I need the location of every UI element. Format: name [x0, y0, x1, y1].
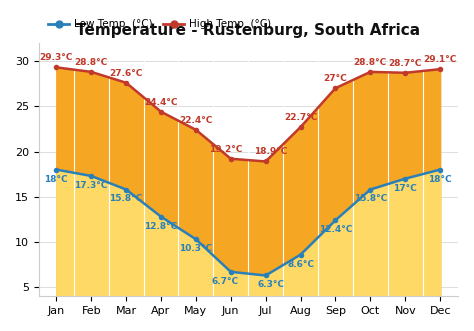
Text: 17°C: 17°C [393, 184, 417, 193]
Text: 28.8°C: 28.8°C [354, 58, 387, 67]
Text: 15.8°C: 15.8°C [109, 195, 143, 204]
Text: 12.8°C: 12.8°C [145, 222, 178, 231]
Text: 29.3°C: 29.3°C [40, 53, 73, 62]
Text: 28.7°C: 28.7°C [389, 59, 422, 68]
Title: Temperature - Rustenburg, South Africa: Temperature - Rustenburg, South Africa [76, 23, 420, 38]
Text: 18°C: 18°C [428, 174, 452, 184]
Text: 6.3°C: 6.3°C [257, 280, 284, 289]
Text: 27°C: 27°C [324, 74, 347, 83]
Text: 24.4°C: 24.4°C [144, 98, 178, 107]
Text: 8.6°C: 8.6°C [287, 260, 314, 269]
Text: 22.7°C: 22.7°C [284, 113, 317, 122]
Text: 12.4°C: 12.4°C [319, 225, 352, 234]
Text: 6.7°C: 6.7°C [212, 277, 239, 286]
Text: 22.4°C: 22.4°C [179, 116, 212, 125]
Text: 17.3°C: 17.3°C [74, 181, 108, 190]
Text: 19.2°C: 19.2°C [209, 145, 242, 154]
Legend: Low Temp. (°C), High Temp. (°C): Low Temp. (°C), High Temp. (°C) [44, 15, 276, 33]
Text: 29.1°C: 29.1°C [423, 55, 457, 64]
Text: 18°C: 18°C [45, 174, 68, 184]
Text: 10.3°C: 10.3°C [179, 244, 212, 253]
Text: 28.8°C: 28.8°C [74, 58, 108, 67]
Text: 27.6°C: 27.6°C [109, 69, 143, 78]
Text: 15.8°C: 15.8°C [354, 195, 387, 204]
Text: 18.9°C: 18.9°C [254, 148, 288, 157]
